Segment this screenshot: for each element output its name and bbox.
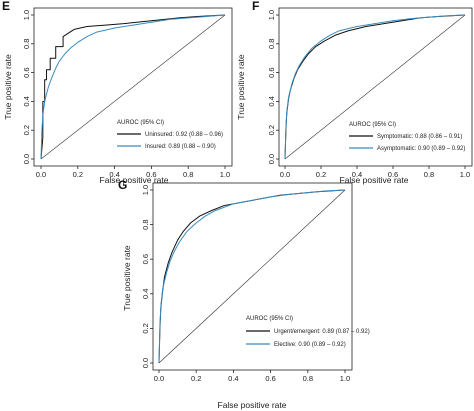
legend: AUROC (95% CI) Urgent/emergent: 0.89 (0.8… — [246, 316, 370, 348]
roc-curve-series-1 — [40, 14, 226, 160]
plot-frame — [278, 7, 473, 167]
panel-letter: E — [2, 0, 10, 13]
y-tick-label: 0.8 — [141, 219, 150, 229]
y-tick-label: 0.2 — [141, 323, 150, 333]
x-tick-label: 0.2 — [191, 374, 201, 383]
roc-panel-e: E 0.0 0.2 0.4 0.6 0.8 1.0 0.0 0.2 0.4 0.6 0.8 1.0 Fal… — [2, 0, 233, 185]
y-tick-label: 1.0 — [22, 10, 31, 20]
y-tick-label: 1.0 — [141, 185, 150, 195]
reference-diagonal-line — [284, 14, 466, 160]
roc-curve-series-2 — [40, 14, 226, 160]
y-tick-label: 0.2 — [22, 125, 31, 135]
x-tick-label: 0.6 — [388, 170, 398, 179]
x-tick-label: 0.6 — [265, 374, 275, 383]
legend-entry: Symptomatic: 0.88 (0.86 – 0.91) — [377, 134, 462, 140]
y-tick-label: 0.2 — [267, 125, 276, 135]
y-axis-label: True positive rate — [122, 245, 132, 311]
x-tick-label: 0.6 — [146, 170, 156, 179]
x-axis-label: False positive rate — [100, 175, 169, 185]
y-axis-label: True positive rate — [3, 54, 13, 120]
legend-entry: Elective: 0.90 (0.89 – 0.92) — [274, 342, 346, 348]
x-tick-label: 0.4 — [109, 170, 119, 179]
x-tick-label: 0.2 — [73, 170, 83, 179]
reference-diagonal-line — [158, 189, 346, 364]
y-tick-label: 0.8 — [267, 39, 276, 49]
x-tick-label: 0.4 — [228, 374, 238, 383]
y-tick-label: 0.8 — [22, 39, 31, 49]
x-tick-label: 0.4 — [352, 170, 362, 179]
x-tick-label: 0.2 — [316, 170, 326, 179]
legend-entry: Uninsured: 0.92 (0.88 – 0.96) — [145, 132, 223, 138]
x-axis-label: False positive rate — [340, 175, 409, 185]
y-tick-label: 0.6 — [267, 67, 276, 77]
roc-panel-f: F 0.0 0.2 0.4 0.6 0.8 1.0 0.0 0.2 0.4 0.6 0.8 1.0 Fal… — [236, 0, 473, 185]
y-tick-label: 0.4 — [267, 96, 276, 106]
x-tick-label: 1.0 — [220, 170, 230, 179]
roc-panel-g: G 0.0 0.2 0.4 0.6 0.8 1.0 0.0 0.2 0.4 0.6 0.8 1.0 Fal… — [118, 178, 370, 410]
x-tick-label: 0.8 — [183, 170, 193, 179]
y-tick-label: 0.0 — [267, 154, 276, 164]
y-axis-label: True positive rate — [236, 54, 246, 120]
x-axis-label: False positive rate — [218, 400, 287, 410]
y-tick-label: 0.4 — [22, 96, 31, 106]
x-tick-label: 0.0 — [36, 170, 46, 179]
legend: AUROC (95% CI) Uninsured: 0.92 (0.88 – 0.… — [117, 120, 223, 150]
x-tick-label: 0.0 — [280, 170, 290, 179]
y-tick-label: 0.6 — [22, 67, 31, 77]
x-tick-label: 0.8 — [424, 170, 434, 179]
y-tick-label: 0.4 — [141, 289, 150, 299]
panel-letter: G — [118, 178, 127, 192]
legend-entry: Urgent/emergent: 0.89 (0.87 – 0.92) — [274, 329, 370, 335]
legend-title: AUROC (95% CI) — [117, 120, 164, 126]
panel-letter: F — [252, 0, 259, 13]
x-tick-label: 1.0 — [460, 170, 470, 179]
roc-curve-series-2 — [158, 189, 346, 364]
x-tick-label: 0.8 — [303, 374, 313, 383]
legend-entry: Asymptomatic: 0.90 (0.89 – 0.92) — [377, 146, 465, 152]
y-tick-label: 0.0 — [22, 154, 31, 164]
x-tick-label: 1.0 — [340, 374, 350, 383]
y-tick-label: 0.6 — [141, 254, 150, 264]
x-tick-label: 0.0 — [154, 374, 164, 383]
legend-entry: Insured: 0.89 (0.88 – 0.90) — [145, 144, 216, 150]
legend-title: AUROC (95% CI) — [246, 316, 293, 322]
plot-frame — [152, 182, 353, 371]
reference-diagonal-line — [40, 14, 226, 160]
y-tick-label: 1.0 — [267, 10, 276, 20]
y-tick-label: 0.0 — [141, 358, 150, 368]
legend-title: AUROC (95% CI) — [349, 122, 396, 128]
legend: AUROC (95% CI) Symptomatic: 0.88 (0.86 – … — [349, 122, 465, 152]
roc-curve-series-2 — [284, 14, 466, 160]
plot-frame — [33, 7, 233, 167]
